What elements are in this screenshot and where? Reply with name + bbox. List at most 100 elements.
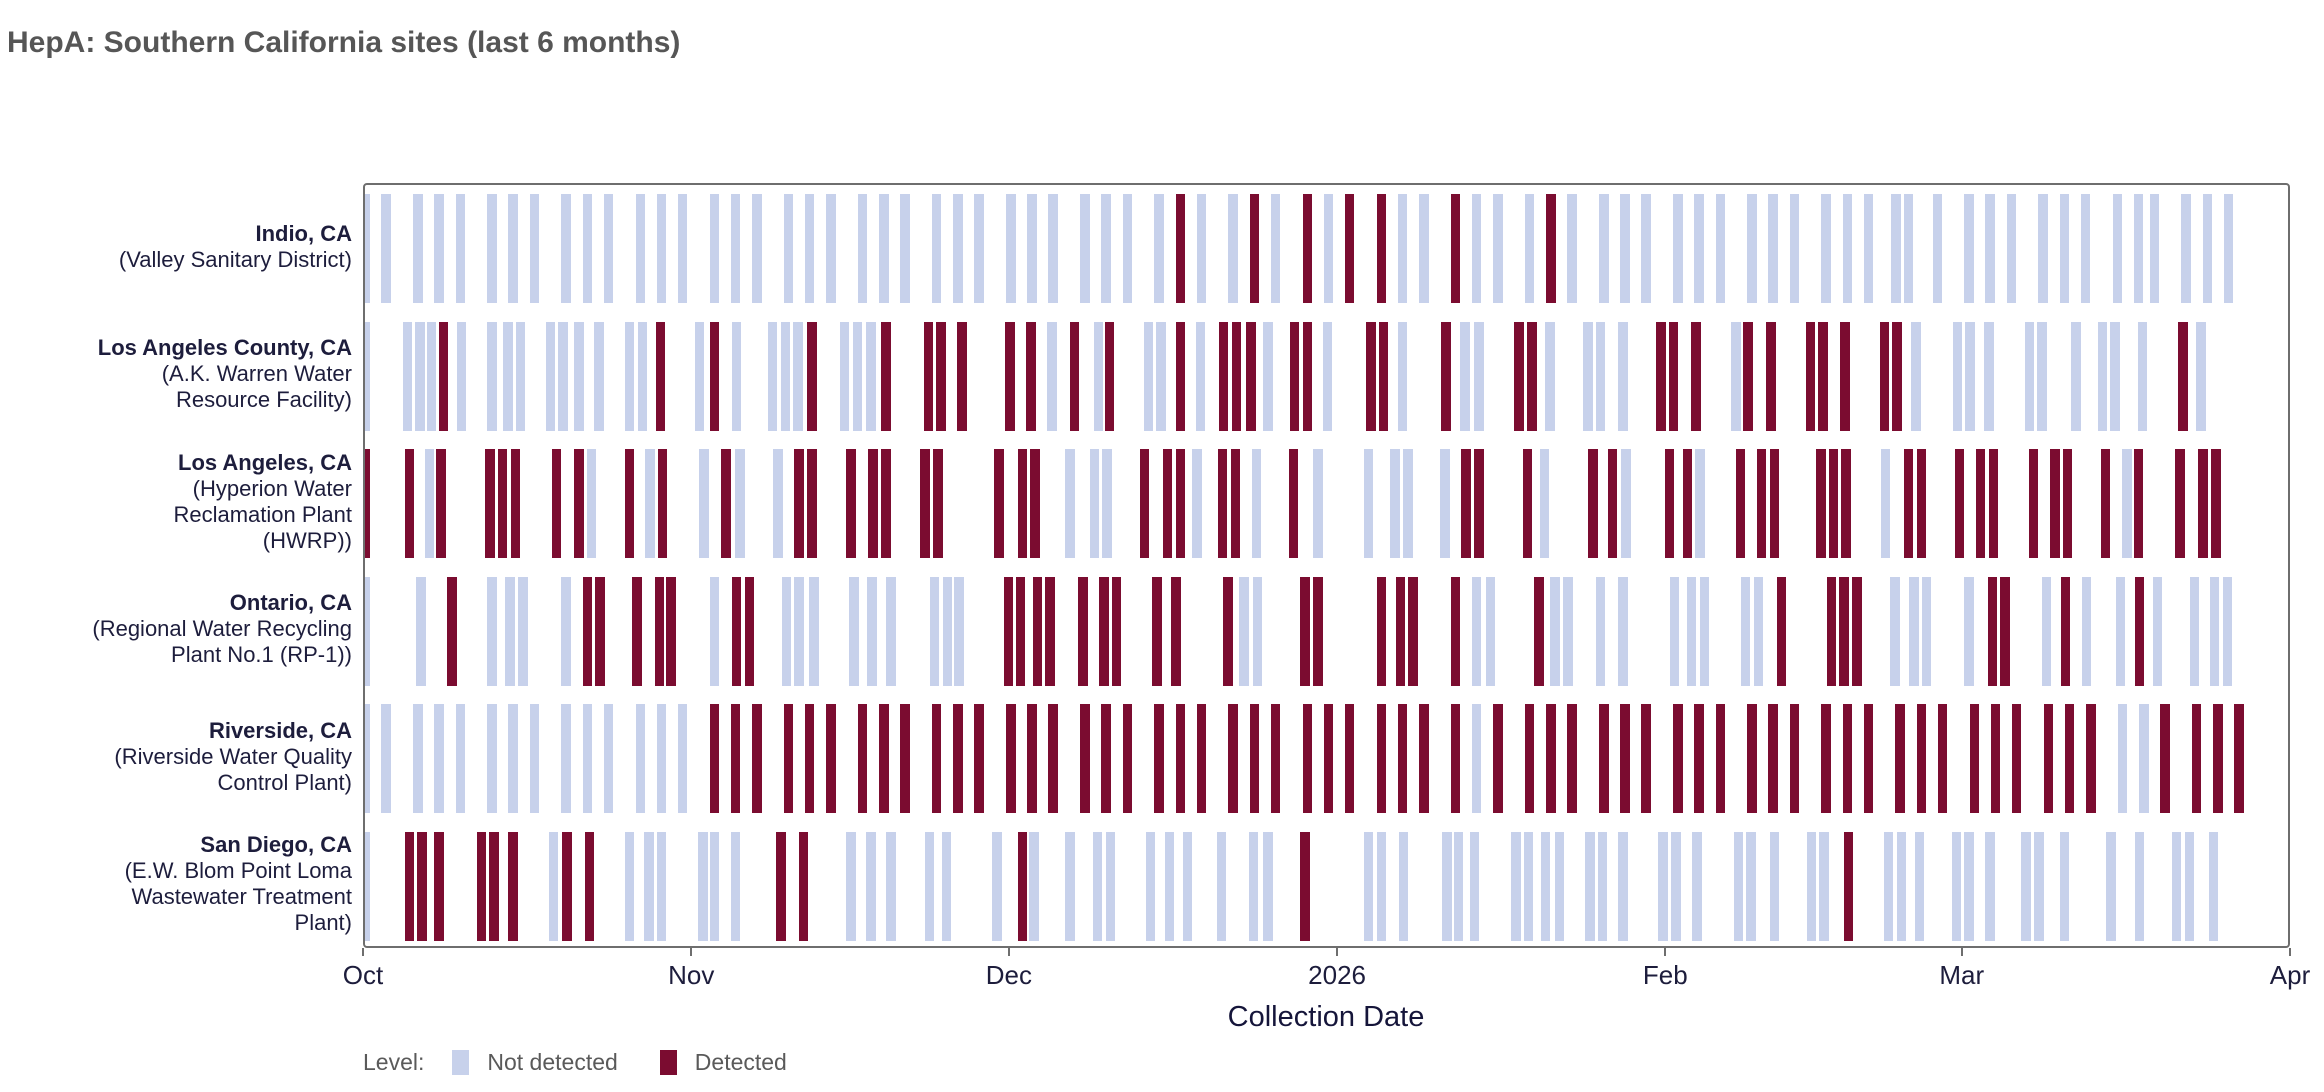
sample-bar-not-detected: [2115, 576, 2126, 686]
sample-bar-detected: [562, 831, 572, 941]
sample-bar-detected: [2100, 449, 2111, 558]
sample-bar-not-detected: [1196, 194, 1207, 303]
sample-bar-not-detected: [518, 576, 528, 686]
sample-bar-detected: [1821, 704, 1831, 813]
sample-bar-not-detected: [2038, 194, 2048, 303]
sample-bar-not-detected: [2171, 831, 2182, 941]
sample-bar-not-detected: [1156, 321, 1166, 431]
sample-bar-not-detected: [1550, 576, 1560, 686]
sample-bar-not-detected: [846, 831, 856, 941]
sample-bar-detected: [1017, 831, 1028, 941]
sample-bar-not-detected: [2034, 831, 2044, 941]
sample-bar-detected: [657, 449, 668, 558]
sample-bar-not-detected: [974, 194, 984, 303]
sample-bar-detected: [1048, 704, 1058, 813]
legend-title: Level:: [363, 1049, 425, 1075]
sample-bar-not-detected: [886, 576, 896, 686]
sample-bar-not-detected: [730, 194, 741, 303]
sample-bar-detected: [1805, 321, 1815, 431]
sample-bar-not-detected: [1471, 704, 1482, 813]
sample-bar-detected: [1818, 321, 1828, 431]
sample-bar-not-detected: [1911, 321, 1921, 431]
sample-bar-detected: [1376, 704, 1387, 813]
sample-bar-detected: [1302, 194, 1313, 303]
sample-bar-not-detected: [1511, 831, 1521, 941]
sample-bar-not-detected: [867, 576, 877, 686]
sample-bar-detected: [1162, 449, 1173, 558]
sample-bar-not-detected: [1270, 194, 1281, 303]
sample-bar-detected: [846, 449, 856, 558]
sample-bar-not-detected: [839, 321, 850, 431]
sample-bar-not-detected: [794, 576, 804, 686]
sample-bar-detected: [1366, 321, 1376, 431]
sample-bar-detected: [1080, 704, 1090, 813]
sample-bar-detected: [1841, 449, 1851, 558]
sample-bar-not-detected: [574, 321, 584, 431]
sample-bar-not-detected: [2059, 831, 2070, 941]
sample-bar-not-detected: [2122, 449, 2132, 558]
sample-bar-not-detected: [561, 194, 571, 303]
sample-bar-detected: [1607, 449, 1617, 558]
sample-bar-detected: [776, 831, 786, 941]
sample-bar-not-detected: [1398, 831, 1409, 941]
sample-bar-not-detected: [1540, 831, 1551, 941]
site-label: Los Angeles County, CA (A.K. Warren Water…: [0, 311, 352, 439]
sample-bar-not-detected: [2006, 194, 2017, 303]
sample-bar-not-detected: [677, 704, 688, 813]
legend: Level: Not detected Detected: [363, 1049, 829, 1076]
sample-bar-not-detected: [1753, 576, 1764, 686]
sample-bar-not-detected: [529, 704, 540, 813]
sample-bar-detected: [1735, 449, 1746, 558]
sample-bar-not-detected: [1964, 576, 1974, 686]
sample-bar-not-detected: [635, 704, 646, 813]
sample-bar-not-detected: [413, 704, 423, 813]
sample-bar-not-detected: [434, 194, 444, 303]
site-facility-line: (A.K. Warren Water: [161, 361, 352, 387]
sample-bar-detected: [1916, 449, 1927, 558]
site-facility-line: Plant): [294, 910, 352, 936]
sample-bar-not-detected: [1251, 449, 1262, 558]
sample-bar-not-detected: [954, 576, 964, 686]
sample-bar-detected: [1842, 704, 1853, 813]
sample-bar-detected: [1969, 704, 1980, 813]
sample-bar-not-detected: [809, 576, 819, 686]
sample-bar-not-detected: [931, 194, 942, 303]
sample-bar-detected: [1852, 576, 1862, 686]
sample-bar-not-detected: [2196, 321, 2206, 431]
sample-bar-not-detected: [1692, 831, 1702, 941]
sample-bar-not-detected: [1699, 576, 1710, 686]
sample-bar-not-detected: [635, 194, 646, 303]
sample-bar-not-detected: [548, 831, 559, 941]
sample-bar-not-detected: [1914, 831, 1925, 941]
sample-bar-detected: [1664, 449, 1675, 558]
legend-item-label: Not detected: [487, 1049, 618, 1075]
sample-bar-not-detected: [1145, 831, 1156, 941]
sample-bar-not-detected: [2222, 576, 2233, 686]
sample-bar-detected: [1768, 704, 1778, 813]
sample-bar-detected: [1030, 449, 1040, 558]
site-row: [365, 185, 2288, 313]
sample-bar-not-detected: [1376, 831, 1387, 941]
sample-bar-not-detected: [2184, 831, 2195, 941]
sample-bar-detected: [709, 704, 720, 813]
sample-bar-not-detected: [1523, 831, 1534, 941]
sample-bar-not-detected: [1493, 194, 1503, 303]
sample-bar-detected: [731, 576, 742, 686]
site-facility-line: (E.W. Blom Point Loma: [124, 858, 352, 884]
sample-bar-not-detected: [2059, 194, 2070, 303]
sample-bar-not-detected: [735, 449, 745, 558]
sample-bar-not-detected: [1597, 831, 1608, 941]
sample-bar-not-detected: [1047, 321, 1057, 431]
sample-bar-detected: [1397, 704, 1408, 813]
sample-bar-not-detected: [1239, 576, 1249, 686]
sample-bar-detected: [1378, 321, 1389, 431]
sample-bar-detected: [1514, 321, 1524, 431]
sample-bar-not-detected: [886, 831, 896, 941]
sample-bar-detected: [551, 449, 562, 558]
site-label: Riverside, CA (Riverside Water Quality Con…: [0, 693, 352, 821]
sample-bar-not-detected: [2106, 831, 2116, 941]
sample-bar-detected: [1122, 704, 1133, 813]
sample-bar-not-detected: [2097, 321, 2108, 431]
sample-bar-not-detected: [953, 194, 963, 303]
sample-bar-not-detected: [2139, 704, 2149, 813]
